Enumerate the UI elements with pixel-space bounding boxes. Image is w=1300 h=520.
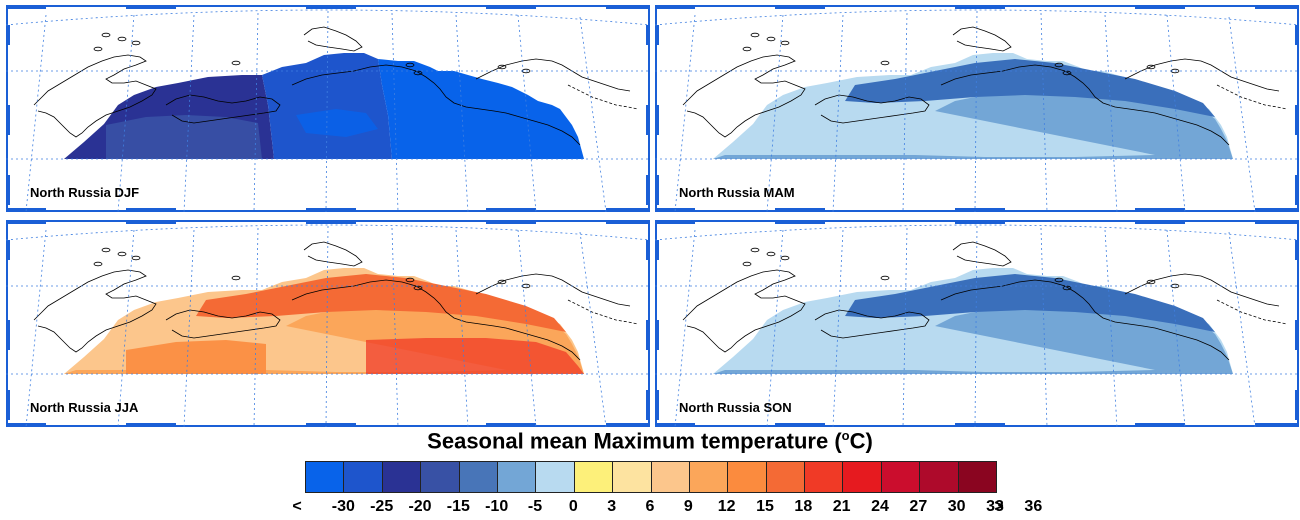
colorbar-tick-label: 0 xyxy=(568,498,578,515)
colorbar-swatch xyxy=(497,462,537,492)
colorbar-tick-label: 27 xyxy=(909,498,928,515)
colorbar-unit: C) xyxy=(849,428,873,454)
panel-title: North Russia DJF xyxy=(30,185,140,200)
panel-title: North Russia SON xyxy=(679,400,792,415)
colorbar-swatch xyxy=(881,462,921,492)
colorbar-tick-label: 6 xyxy=(645,498,655,515)
colorbar-tick-label: 24 xyxy=(871,498,889,515)
colorbar-tick-label: -20 xyxy=(408,498,432,515)
colorbar-tick-label: -30 xyxy=(331,498,355,515)
colorbar-tick-label: 9 xyxy=(683,498,693,515)
colorbar-swatch xyxy=(382,462,422,492)
colorbar-swatch xyxy=(728,462,767,492)
temperature-field xyxy=(713,53,1233,159)
colorbar-swatch xyxy=(459,462,498,492)
colorbar-title: Seasonal mean Maximum temperature (oC) xyxy=(0,428,1300,454)
colorbar-tick-label: 12 xyxy=(717,498,736,515)
temperature-field xyxy=(713,268,1233,374)
graticule xyxy=(655,224,1299,427)
colorbar-swatch xyxy=(843,462,882,492)
colorbar-swatch xyxy=(651,462,690,492)
colorbar-tick-label: -15 xyxy=(446,498,470,515)
map-panel-mam: North Russia MAM xyxy=(655,5,1299,212)
colorbar-swatch xyxy=(536,462,575,492)
colorbar-tick-label: 33 xyxy=(986,498,1004,515)
colorbar-tick-label: -5 xyxy=(527,498,543,515)
colorbar-labels: < -30 -25 -20 -15 -10 -5 0 3 6 9 12 15 18 21 24 27 30 33 36… xyxy=(0,498,1300,518)
colorbar-swatch xyxy=(613,462,652,492)
colorbar-tick-label: 18 xyxy=(794,498,813,515)
colorbar-swatch xyxy=(306,462,345,492)
colorbar-swatch xyxy=(689,462,729,492)
map-canvas xyxy=(655,5,1299,212)
colorbar-swatch xyxy=(958,462,997,492)
map-canvas xyxy=(6,220,650,427)
colorbar-tick-label: 30 xyxy=(947,498,966,515)
colorbar-swatch xyxy=(574,462,614,492)
map-panel-jja: North Russia JJA xyxy=(6,220,650,427)
graticule xyxy=(655,9,1299,212)
colorbar-tick-label: -25 xyxy=(370,498,394,515)
map-panel-son: North Russia SON xyxy=(655,220,1299,427)
map-canvas xyxy=(655,220,1299,427)
degree-symbol: o xyxy=(841,428,850,443)
map-canvas xyxy=(6,5,650,212)
colorbar-tick-label: 3 xyxy=(607,498,617,515)
colorbar-tick-label: < xyxy=(292,498,302,515)
colorbar-tick-label: > xyxy=(994,498,1004,515)
colorbar-tick-label: 21 xyxy=(832,498,851,515)
panel-title: North Russia JJA xyxy=(30,400,139,415)
temperature-field xyxy=(64,268,584,374)
colorbar-swatch xyxy=(421,462,460,492)
colorbar-swatch xyxy=(920,462,959,492)
colorbar-tick-label: 15 xyxy=(756,498,774,515)
panel-title: North Russia MAM xyxy=(679,185,795,200)
colorbar-swatch xyxy=(766,462,806,492)
map-panel-djf: North Russia DJF xyxy=(6,5,650,212)
colorbar xyxy=(305,461,997,493)
graticule xyxy=(6,224,650,427)
colorbar-tick-label: 36 xyxy=(1024,498,1043,515)
colorbar-swatch xyxy=(805,462,844,492)
colorbar-swatch xyxy=(344,462,383,492)
graticule xyxy=(6,9,650,212)
colorbar-title-text: Seasonal mean Maximum temperature ( xyxy=(427,428,842,454)
colorbar-tick-label: -10 xyxy=(485,498,509,515)
